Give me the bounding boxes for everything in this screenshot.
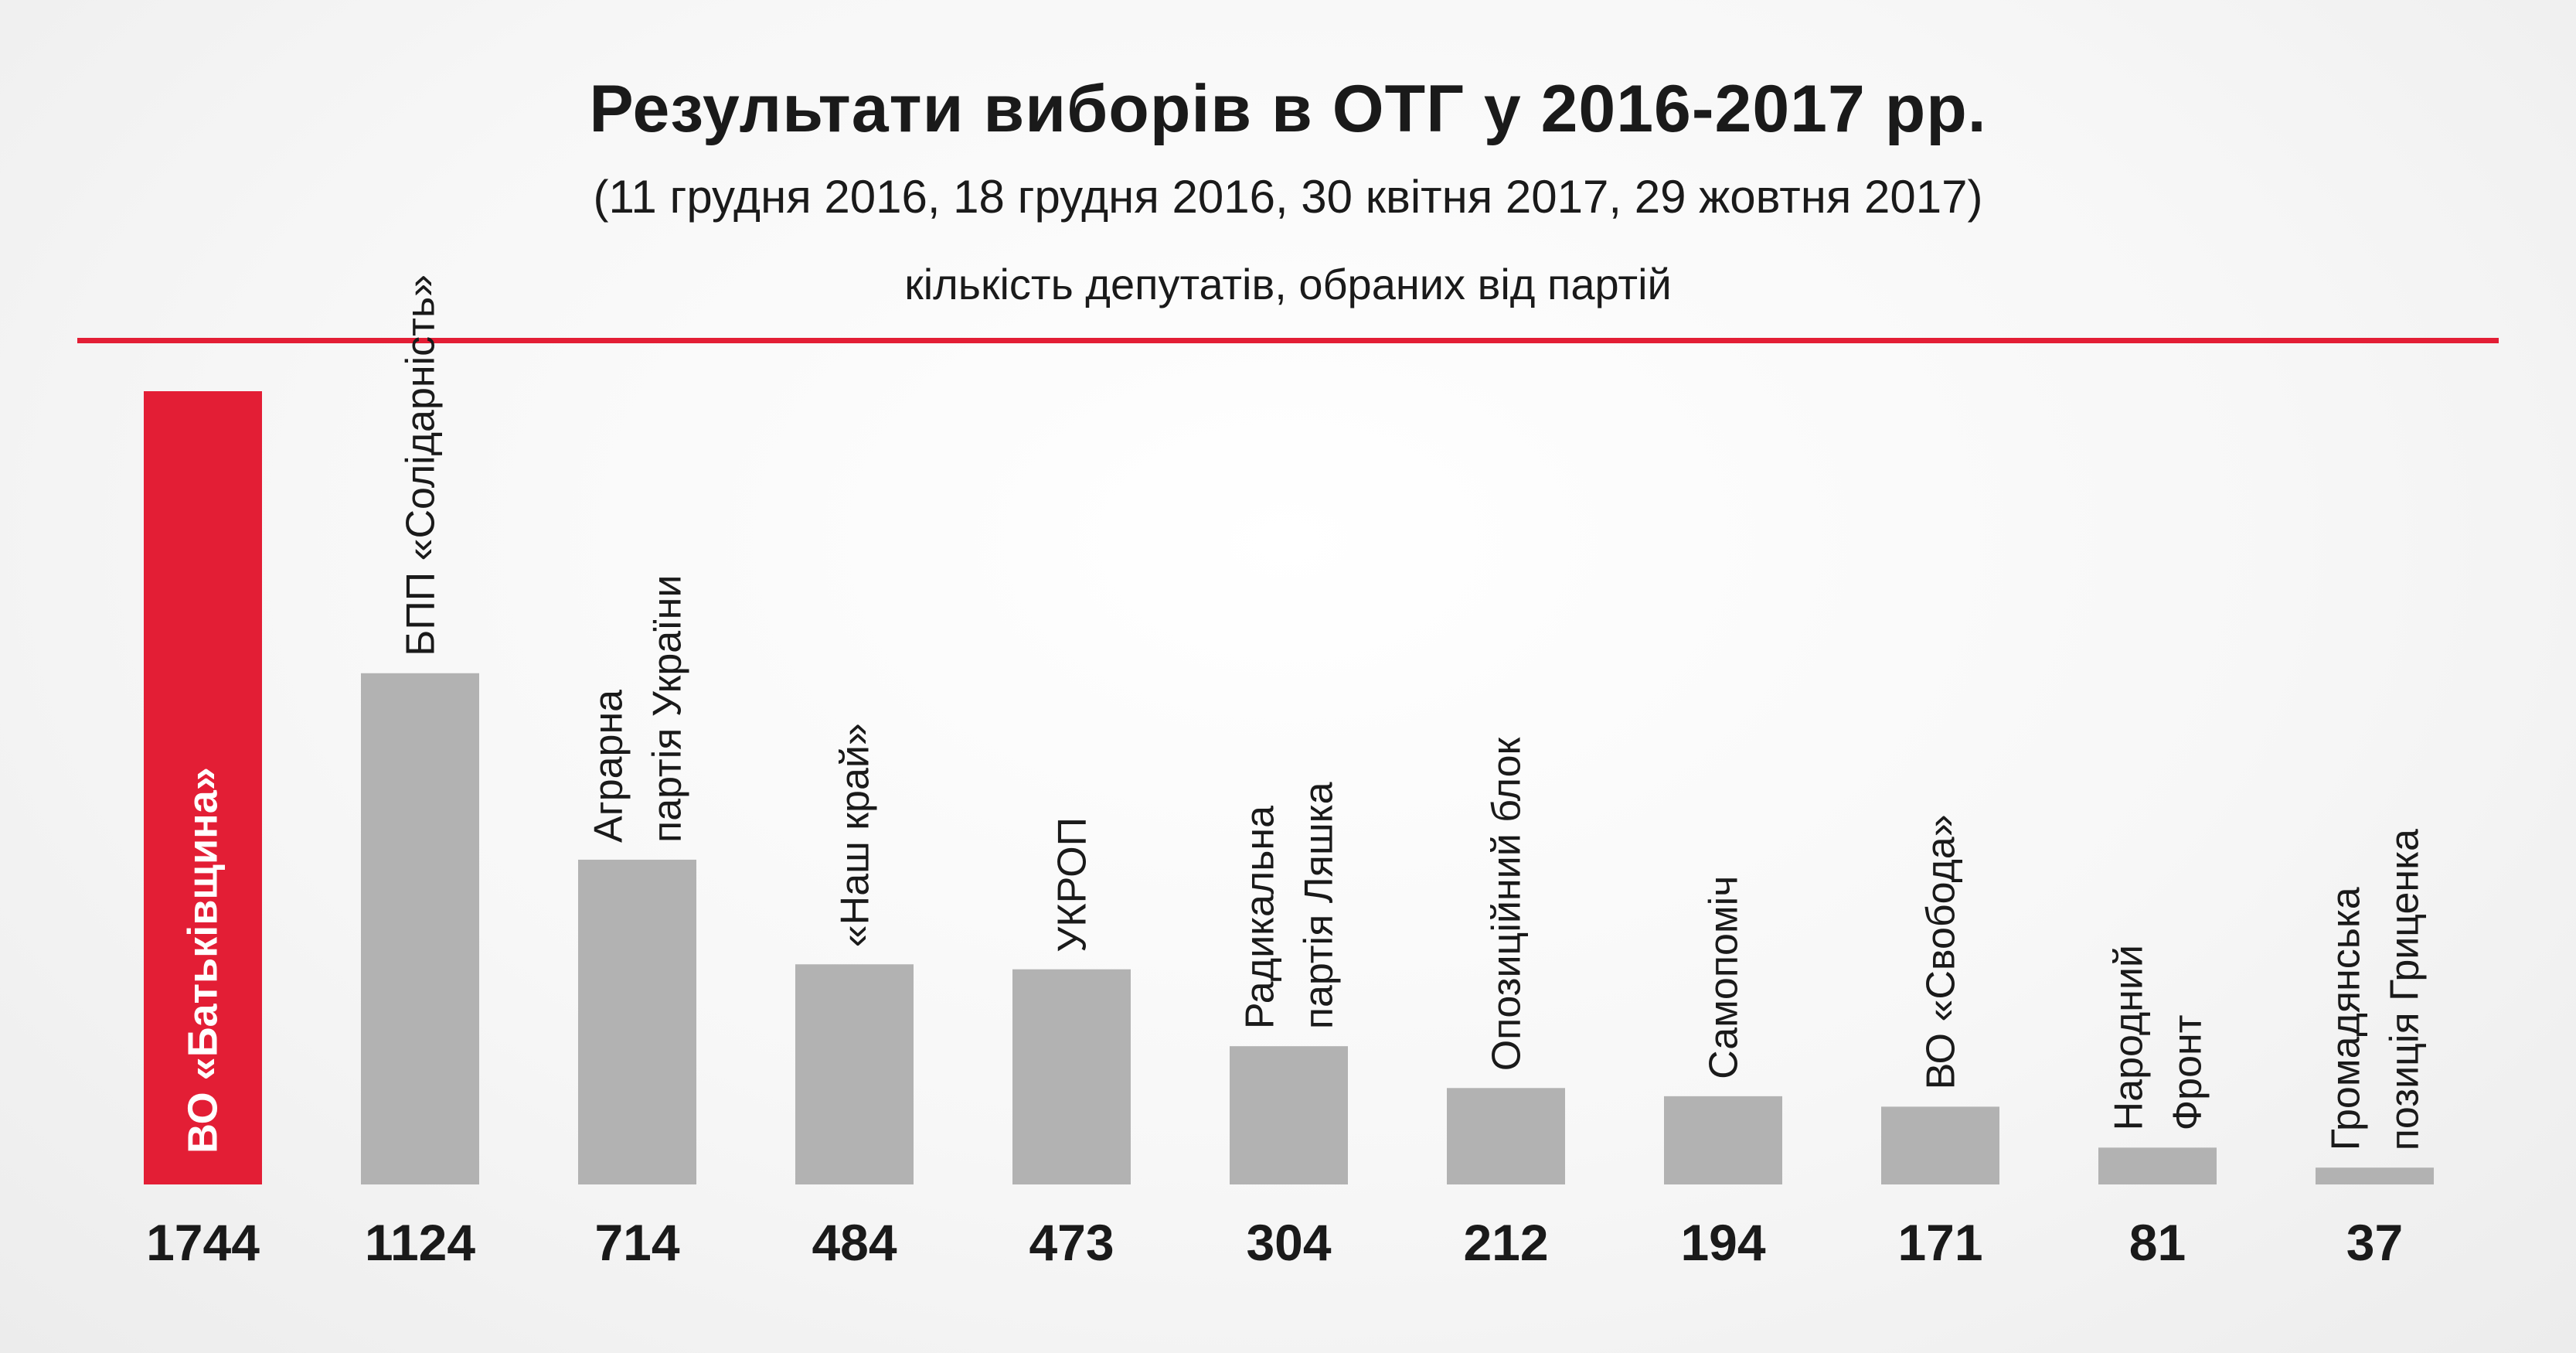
category-label-line: Радикальна [1238,806,1283,1029]
value-label: 484 [812,1214,897,1271]
category-label-line: «Наш край» [833,723,878,947]
category-label: ВО «Батьківщина» [180,767,226,1154]
category-label-line: УКРОП [1050,817,1095,953]
category-label: «Наш край» [833,723,878,947]
category-label-line: ВО «Свобода» [1919,814,1964,1089]
category-label: ВО «Свобода» [1919,814,1964,1089]
chart-title: Результати виборів в ОТГ у 2016-2017 рр. [589,72,1987,146]
category-label-line: Громадянська [2324,887,2369,1150]
value-label: 1744 [146,1214,260,1271]
bar [1664,1096,1782,1184]
category-label-line: Аграрна [587,690,631,843]
value-label: 304 [1246,1214,1331,1271]
category-label: Радикальна партія Ляшка [1238,782,1342,1029]
category-label: БПП «Солідарність» [399,274,444,656]
bar [1447,1088,1565,1184]
category-label-line: БПП «Солідарність» [399,274,444,656]
category-label-line: партія Ляшка [1297,782,1342,1029]
category-label-line: Народний [2107,945,2152,1130]
category-label-line: Самопоміч [1702,876,1747,1079]
bar [361,673,479,1184]
chart-subtitle: кількість депутатів, обраних від партій [904,260,1672,308]
category-label: УКРОП [1050,817,1095,953]
value-label: 1124 [365,1214,475,1271]
category-label-line: партія України [645,575,690,843]
value-label: 171 [1897,1214,1982,1271]
category-label-line: Опозиційний блок [1485,738,1530,1072]
bar [2316,1167,2434,1184]
chart-dates: (11 грудня 2016, 18 грудня 2016, 30 квіт… [593,171,1983,223]
bar [1230,1046,1348,1184]
value-label: 714 [594,1214,679,1271]
bar [144,391,262,1184]
category-label: Аграрна партія України [587,575,690,843]
category-label-line: Фронт [2166,1014,2210,1130]
bar [2098,1147,2217,1184]
category-label: Самопоміч [1702,876,1747,1079]
value-label: 194 [1680,1214,1765,1271]
value-label: 37 [2346,1214,2403,1271]
category-label: Громадянська позиція Гриценка [2324,829,2428,1150]
value-label: 81 [2129,1214,2186,1271]
bar [1012,969,1131,1184]
value-label: 473 [1029,1214,1114,1271]
value-label: 212 [1463,1214,1548,1271]
category-label-line: позиція Гриценка [2383,829,2428,1150]
bar [1881,1106,1999,1184]
category-label-line: ВО «Батьківщина» [180,767,226,1154]
bar [795,964,914,1184]
category-label: Опозиційний блок [1485,738,1530,1072]
title-divider [77,338,2499,343]
bar [578,859,696,1184]
category-label: Народний Фронт [2107,945,2210,1130]
